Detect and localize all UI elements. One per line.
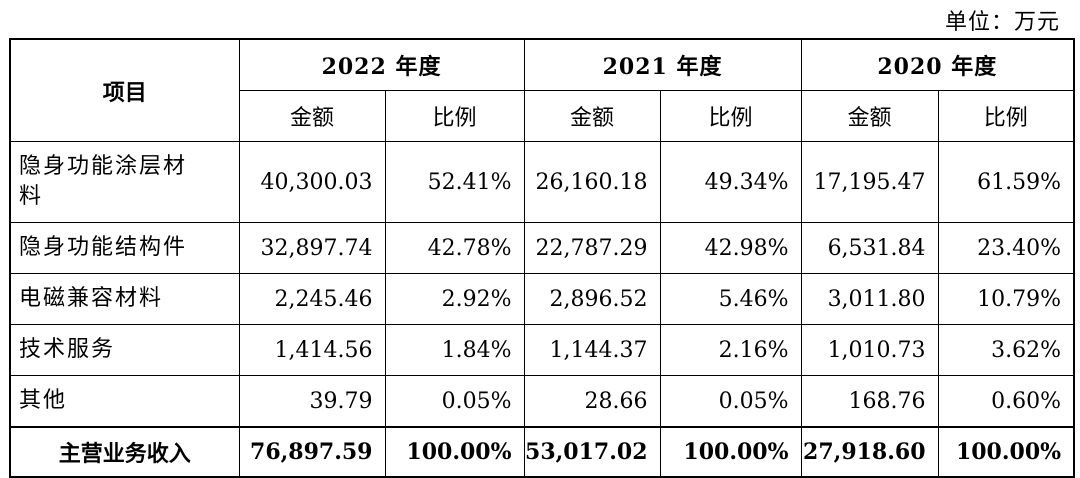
table-row: 隐身功能涂层材料 40,300.03 52.41% 26,160.18 49.3… bbox=[9, 141, 1075, 223]
amount-2020: 3,011.80 bbox=[800, 273, 939, 325]
amount-2021: 2,896.52 bbox=[523, 273, 661, 325]
row-name: 隐身功能结构件 bbox=[9, 222, 240, 274]
header-amount-2021: 金额 bbox=[523, 90, 661, 142]
amount-2021: 22,787.29 bbox=[523, 222, 661, 274]
amount-2020: 1,010.73 bbox=[800, 324, 939, 376]
header-item: 项目 bbox=[9, 38, 240, 142]
ratio-2020: 10.79% bbox=[937, 273, 1075, 325]
revenue-table: 项目 2022 年度 2021 年度 2020 年度 金额 比例 金额 比例 金… bbox=[9, 38, 1076, 478]
row-name: 技术服务 bbox=[9, 324, 240, 376]
amount-2021: 26,160.18 bbox=[523, 141, 661, 223]
table-row: 其他 39.79 0.05% 28.66 0.05% 168.76 0.60% bbox=[9, 375, 1075, 428]
total-amount-2020: 27,918.60 bbox=[800, 426, 939, 478]
total-ratio-2021: 100.00% bbox=[659, 426, 802, 478]
amount-2020: 6,531.84 bbox=[800, 222, 939, 274]
row-name-stealth-coating: 隐身功能涂层材料 bbox=[9, 141, 240, 223]
ratio-2020: 0.60% bbox=[937, 375, 1075, 428]
ratio-2022: 1.84% bbox=[384, 324, 525, 376]
row-name-line1: 隐身功能涂层材 bbox=[19, 154, 188, 179]
header-year-2020: 2020 年度 bbox=[800, 38, 1075, 91]
amount-2022: 32,897.74 bbox=[238, 222, 386, 274]
header-ratio-2022: 比例 bbox=[384, 90, 525, 142]
ratio-2021: 42.98% bbox=[659, 222, 802, 274]
total-ratio-2020: 100.00% bbox=[937, 426, 1075, 478]
amount-2021: 1,144.37 bbox=[523, 324, 661, 376]
unit-label: 单位：万元 bbox=[944, 10, 1060, 35]
table-row: 电磁兼容材料 2,245.46 2.92% 2,896.52 5.46% 3,0… bbox=[9, 273, 1075, 325]
amount-2022: 40,300.03 bbox=[238, 141, 386, 223]
total-row: 主营业务收入 76,897.59 100.00% 53,017.02 100.0… bbox=[9, 426, 1075, 478]
table-row: 技术服务 1,414.56 1.84% 1,144.37 2.16% 1,010… bbox=[9, 324, 1075, 376]
total-amount-2022: 76,897.59 bbox=[238, 426, 386, 478]
ratio-2022: 0.05% bbox=[384, 375, 525, 428]
row-name: 其他 bbox=[9, 375, 240, 428]
amount-2022: 39.79 bbox=[238, 375, 386, 428]
table-row: 隐身功能结构件 32,897.74 42.78% 22,787.29 42.98… bbox=[9, 222, 1075, 274]
ratio-2021: 5.46% bbox=[659, 273, 802, 325]
ratio-2022: 52.41% bbox=[384, 141, 525, 223]
ratio-2021: 0.05% bbox=[659, 375, 802, 428]
ratio-2020: 61.59% bbox=[937, 141, 1075, 223]
header-year-2022: 2022 年度 bbox=[238, 38, 525, 91]
row-name: 电磁兼容材料 bbox=[9, 273, 240, 325]
total-label: 主营业务收入 bbox=[9, 426, 240, 478]
ratio-2022: 42.78% bbox=[384, 222, 525, 274]
amount-2020: 17,195.47 bbox=[800, 141, 939, 223]
total-ratio-2022: 100.00% bbox=[384, 426, 525, 478]
ratio-2020: 3.62% bbox=[937, 324, 1075, 376]
header-year-2021: 2021 年度 bbox=[523, 38, 802, 91]
amount-2021: 28.66 bbox=[523, 375, 661, 428]
header-row-years: 项目 2022 年度 2021 年度 2020 年度 bbox=[9, 38, 1075, 142]
header-amount-2020: 金额 bbox=[800, 90, 939, 142]
ratio-2021: 2.16% bbox=[659, 324, 802, 376]
header-ratio-2021: 比例 bbox=[659, 90, 802, 142]
header-ratio-2020: 比例 bbox=[937, 90, 1075, 142]
ratio-2021: 49.34% bbox=[659, 141, 802, 223]
amount-2022: 2,245.46 bbox=[238, 273, 386, 325]
amount-2020: 168.76 bbox=[800, 375, 939, 428]
amount-2022: 1,414.56 bbox=[238, 324, 386, 376]
ratio-2022: 2.92% bbox=[384, 273, 525, 325]
ratio-2020: 23.40% bbox=[937, 222, 1075, 274]
row-name-line2: 料 bbox=[19, 184, 44, 209]
total-amount-2021: 53,017.02 bbox=[523, 426, 661, 478]
header-amount-2022: 金额 bbox=[238, 90, 386, 142]
